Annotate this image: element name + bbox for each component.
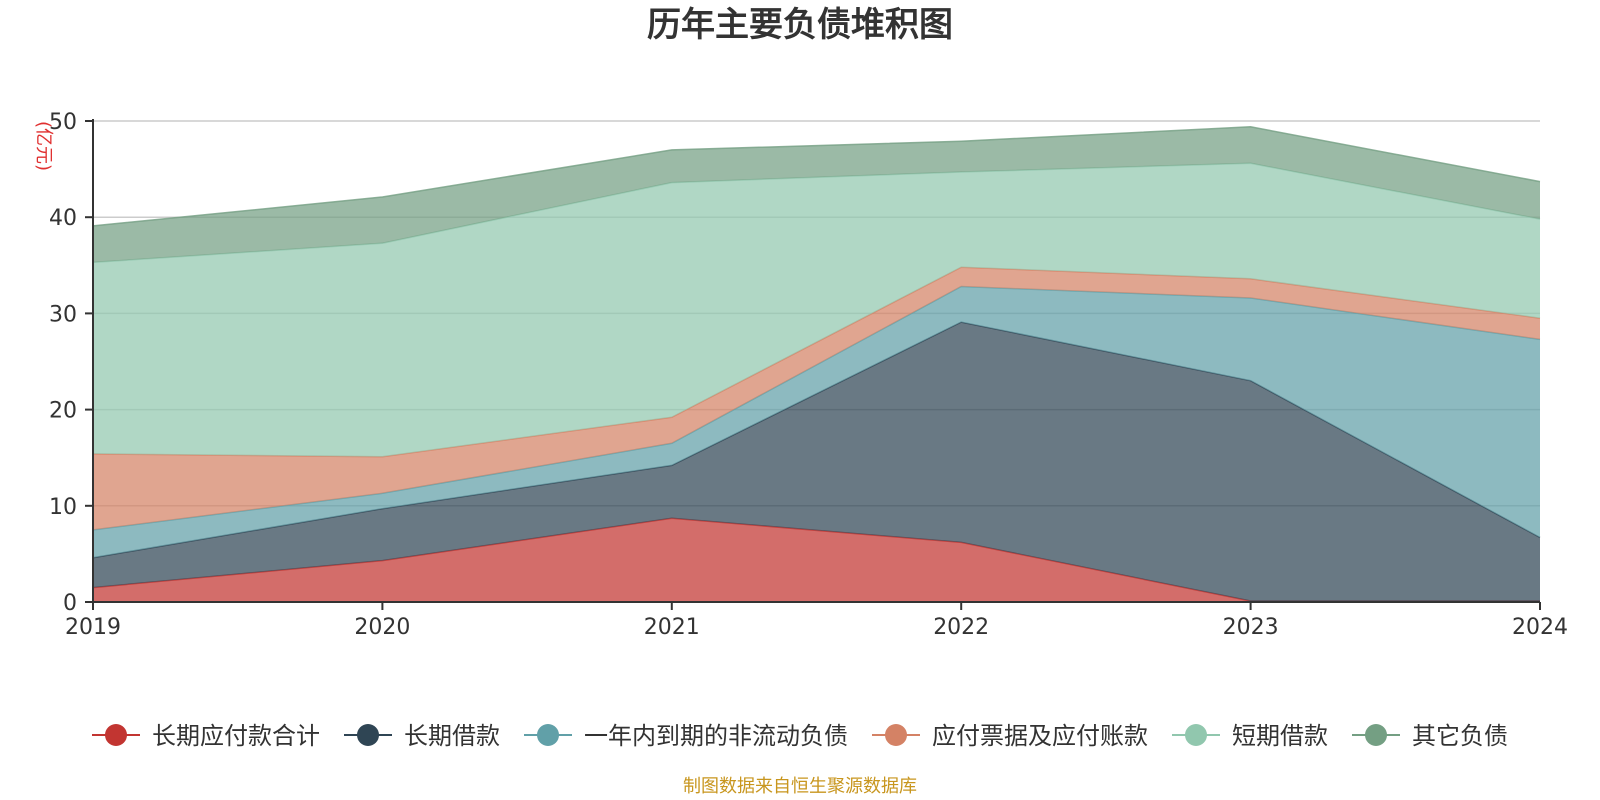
y-tick-label-0: 0 [63, 591, 77, 616]
x-tick-label-2023: 2023 [1223, 615, 1279, 640]
area-series-5 [93, 163, 1540, 457]
legend-item-6: 其它负债 [1352, 722, 1508, 750]
legend-marker-4 [885, 724, 907, 746]
area-series-4 [93, 267, 1540, 530]
area-series-1 [93, 518, 1540, 602]
legend-item-4: 应付票据及应付账款 [872, 722, 1148, 750]
legend-item-2: 长期借款 [344, 722, 500, 750]
area-series [92, 126, 1541, 602]
legend-marker-6 [1365, 724, 1387, 746]
chart-title: 历年主要负债堆积图 [647, 5, 953, 45]
y-tick-label-10: 10 [49, 495, 77, 520]
legend-label-6: 其它负债 [1412, 722, 1508, 750]
legend-item-5: 短期借款 [1172, 722, 1328, 750]
legend-item-1: 长期应付款合计 [92, 722, 320, 750]
y-tick-label-20: 20 [49, 399, 77, 424]
legend-marker-2 [357, 724, 379, 746]
legend-label-2: 长期借款 [404, 722, 500, 750]
y-tick-label-50: 50 [49, 110, 77, 135]
y-axis-unit: (亿元) [33, 121, 54, 171]
x-tick-label-2020: 2020 [354, 615, 410, 640]
x-tick-label-2024: 2024 [1512, 615, 1568, 640]
legend-label-3: 一年内到期的非流动负债 [584, 722, 848, 750]
area-edge-series-6 [92, 126, 1541, 227]
area-series-6 [93, 126, 1540, 263]
x-tick-label-2019: 2019 [65, 615, 121, 640]
legend-marker-3 [537, 724, 559, 746]
x-tick-label-2021: 2021 [644, 615, 700, 640]
legend-item-3: 一年内到期的非流动负债 [524, 722, 848, 750]
area-series-2 [93, 322, 1540, 601]
legend-label-5: 短期借款 [1232, 722, 1328, 750]
y-tick-label-40: 40 [49, 206, 77, 231]
legend-marker-5 [1185, 724, 1207, 746]
source-note: 制图数据来自恒生聚源数据库 [683, 776, 917, 797]
legend-label-4: 应付票据及应付账款 [932, 722, 1148, 750]
legend: 长期应付款合计 长期借款 一年内到期的非流动负债 应付票据及应付账款 短期借款 其它负债 [92, 722, 1508, 750]
y-tick-label-30: 30 [49, 302, 77, 327]
area-series-3 [93, 286, 1540, 558]
legend-label-1: 长期应付款合计 [152, 722, 320, 750]
legend-marker-1 [105, 724, 127, 746]
x-tick-label-2022: 2022 [933, 615, 989, 640]
axes: 0 10 20 30 40 50 2019 2020 2021 2022 2023 2024 [49, 110, 1568, 640]
